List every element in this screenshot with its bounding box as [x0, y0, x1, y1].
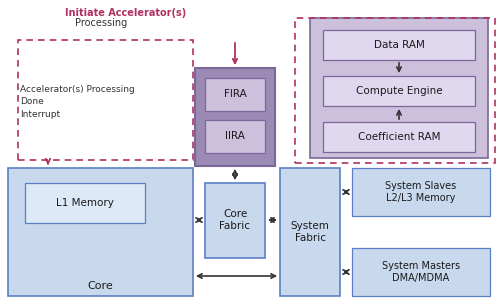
Text: Accelerator(s) Processing
Done
Interrupt: Accelerator(s) Processing Done Interrupt	[20, 85, 135, 119]
Bar	[205, 183, 265, 258]
Text: Data RAM: Data RAM	[374, 40, 424, 50]
Text: L1 Memory: L1 Memory	[56, 198, 114, 208]
Text: Compute Engine: Compute Engine	[356, 86, 442, 96]
Bar	[280, 168, 340, 296]
Bar	[205, 78, 265, 111]
Text: Processing: Processing	[75, 18, 127, 28]
Bar	[195, 68, 275, 166]
Bar	[18, 40, 193, 160]
Bar	[352, 168, 490, 216]
Bar	[323, 122, 475, 152]
Bar	[295, 18, 495, 163]
Text: Initiate Accelerator(s): Initiate Accelerator(s)	[65, 8, 186, 18]
Text: Coefficient RAM: Coefficient RAM	[358, 132, 440, 142]
Text: IIRA: IIRA	[225, 131, 245, 141]
Bar	[8, 168, 193, 296]
Bar	[323, 76, 475, 106]
Text: FIRA: FIRA	[224, 89, 246, 99]
Text: System Slaves
L2/L3 Memory: System Slaves L2/L3 Memory	[386, 181, 456, 203]
Text: System
Fabric: System Fabric	[290, 221, 330, 243]
Text: System Masters
DMA/MDMA: System Masters DMA/MDMA	[382, 261, 460, 283]
Bar	[205, 120, 265, 153]
Bar	[25, 183, 145, 223]
Bar	[323, 30, 475, 60]
Text: Core
Fabric: Core Fabric	[220, 209, 250, 231]
Bar	[310, 18, 488, 158]
Bar	[352, 248, 490, 296]
Text: Core: Core	[87, 281, 113, 291]
